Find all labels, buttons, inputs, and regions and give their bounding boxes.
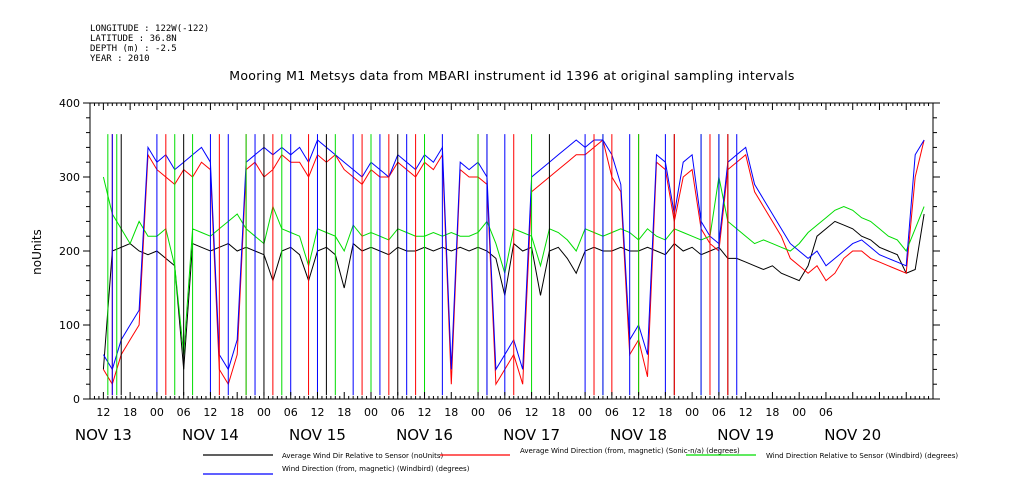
x-tick-label-12: 12 xyxy=(418,406,432,419)
x-tick-label-14: 00 xyxy=(471,406,485,419)
x-tick-label-11: 06 xyxy=(391,406,405,419)
x-tick-label-19: 06 xyxy=(605,406,619,419)
x-date-label-7: NOV 20 xyxy=(824,426,881,444)
longitude-text: LONGITUDE : 122W(-122) xyxy=(90,24,209,34)
x-tick-label-2: 00 xyxy=(150,406,164,419)
x-tick-label-6: 00 xyxy=(257,406,271,419)
x-date-label-4: NOV 17 xyxy=(503,426,560,444)
legend-label-3: Wind Direction (from, magnetic) (Windbir… xyxy=(282,465,470,473)
x-date-label-3: NOV 16 xyxy=(396,426,453,444)
chart-title: Mooring M1 Metsys data from MBARI instru… xyxy=(229,68,795,83)
y-axis-label: noUnits xyxy=(30,229,44,275)
x-tick-label-1: 18 xyxy=(123,406,137,419)
x-tick-label-7: 06 xyxy=(284,406,298,419)
year-text: YEAR : 2010 xyxy=(90,54,150,64)
plot-frame xyxy=(89,102,934,400)
x-tick-label-5: 18 xyxy=(230,406,244,419)
x-tick-label-26: 00 xyxy=(792,406,806,419)
x-date-label-6: NOV 19 xyxy=(717,426,774,444)
latitude-text: LATITUDE : 36.8N xyxy=(90,34,177,44)
x-tick-label-9: 18 xyxy=(337,406,351,419)
x-tick-label-15: 06 xyxy=(498,406,512,419)
legend-label-1: Average Wind Direction (from, magnetic) … xyxy=(520,447,740,455)
y-tick-label-4: 400 xyxy=(59,97,80,110)
legend: Average Wind Dir Relative to Sensor (noU… xyxy=(203,447,958,475)
axes: 0 100 200 300 400 12 18 00 06 12 18 00 06 12 18 00 06 12 1… xyxy=(59,97,940,444)
y-tick-label-2: 200 xyxy=(59,245,80,258)
x-tick-label-25: 18 xyxy=(765,406,779,419)
x-tick-label-3: 06 xyxy=(177,406,191,419)
depth-text: DEPTH (m) : -2.5 xyxy=(90,44,177,54)
x-tick-label-27: 06 xyxy=(819,406,833,419)
plot-area xyxy=(102,134,925,396)
x-date-label-1: NOV 14 xyxy=(182,426,239,444)
x-tick-label-10: 00 xyxy=(364,406,378,419)
y-tick-label-3: 300 xyxy=(59,171,80,184)
x-tick-label-24: 12 xyxy=(739,406,753,419)
x-tick-label-0: 12 xyxy=(96,406,110,419)
x-tick-label-16: 12 xyxy=(525,406,539,419)
y-tick-label-1: 100 xyxy=(59,319,80,332)
x-tick-label-8: 12 xyxy=(310,406,324,419)
x-tick-label-23: 06 xyxy=(712,406,726,419)
x-tick-label-4: 12 xyxy=(203,406,217,419)
x-tick-label-22: 00 xyxy=(685,406,699,419)
legend-label-0: Average Wind Dir Relative to Sensor (noU… xyxy=(282,452,443,460)
x-tick-label-13: 18 xyxy=(444,406,458,419)
x-date-label-5: NOV 18 xyxy=(610,426,667,444)
x-tick-label-21: 18 xyxy=(658,406,672,419)
y-tick-label-0: 0 xyxy=(73,393,80,406)
x-date-label-2: NOV 15 xyxy=(289,426,346,444)
x-date-label-0: NOV 13 xyxy=(75,426,132,444)
x-tick-label-18: 00 xyxy=(578,406,592,419)
legend-label-2: Wind Direction Relative to Sensor (Windb… xyxy=(766,452,958,460)
x-tick-label-17: 18 xyxy=(551,406,565,419)
x-tick-label-20: 12 xyxy=(632,406,646,419)
